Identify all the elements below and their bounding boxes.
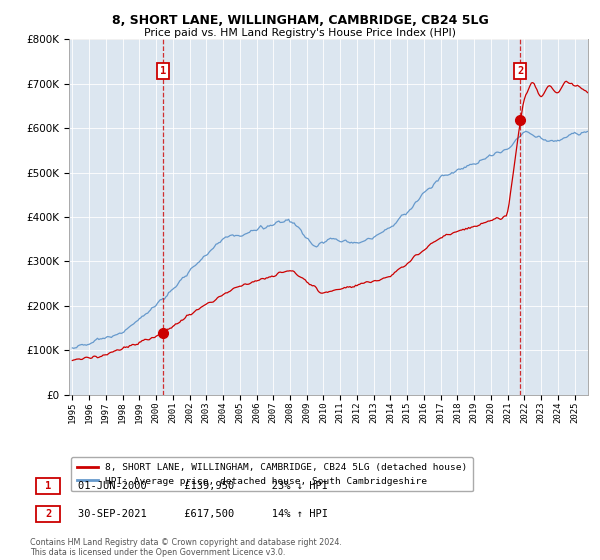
- Text: 8, SHORT LANE, WILLINGHAM, CAMBRIDGE, CB24 5LG: 8, SHORT LANE, WILLINGHAM, CAMBRIDGE, CB…: [112, 14, 488, 27]
- Text: 2: 2: [45, 509, 51, 519]
- Text: Price paid vs. HM Land Registry's House Price Index (HPI): Price paid vs. HM Land Registry's House …: [144, 28, 456, 38]
- Text: 1: 1: [45, 481, 51, 491]
- Text: 1: 1: [160, 66, 166, 76]
- Text: 2: 2: [517, 66, 523, 76]
- Legend: 8, SHORT LANE, WILLINGHAM, CAMBRIDGE, CB24 5LG (detached house), HPI: Average pr: 8, SHORT LANE, WILLINGHAM, CAMBRIDGE, CB…: [71, 458, 473, 492]
- Text: Contains HM Land Registry data © Crown copyright and database right 2024.
This d: Contains HM Land Registry data © Crown c…: [30, 538, 342, 557]
- Text: 01-JUN-2000      £139,950      23% ↓ HPI: 01-JUN-2000 £139,950 23% ↓ HPI: [78, 481, 328, 491]
- Text: 30-SEP-2021      £617,500      14% ↑ HPI: 30-SEP-2021 £617,500 14% ↑ HPI: [78, 509, 328, 519]
